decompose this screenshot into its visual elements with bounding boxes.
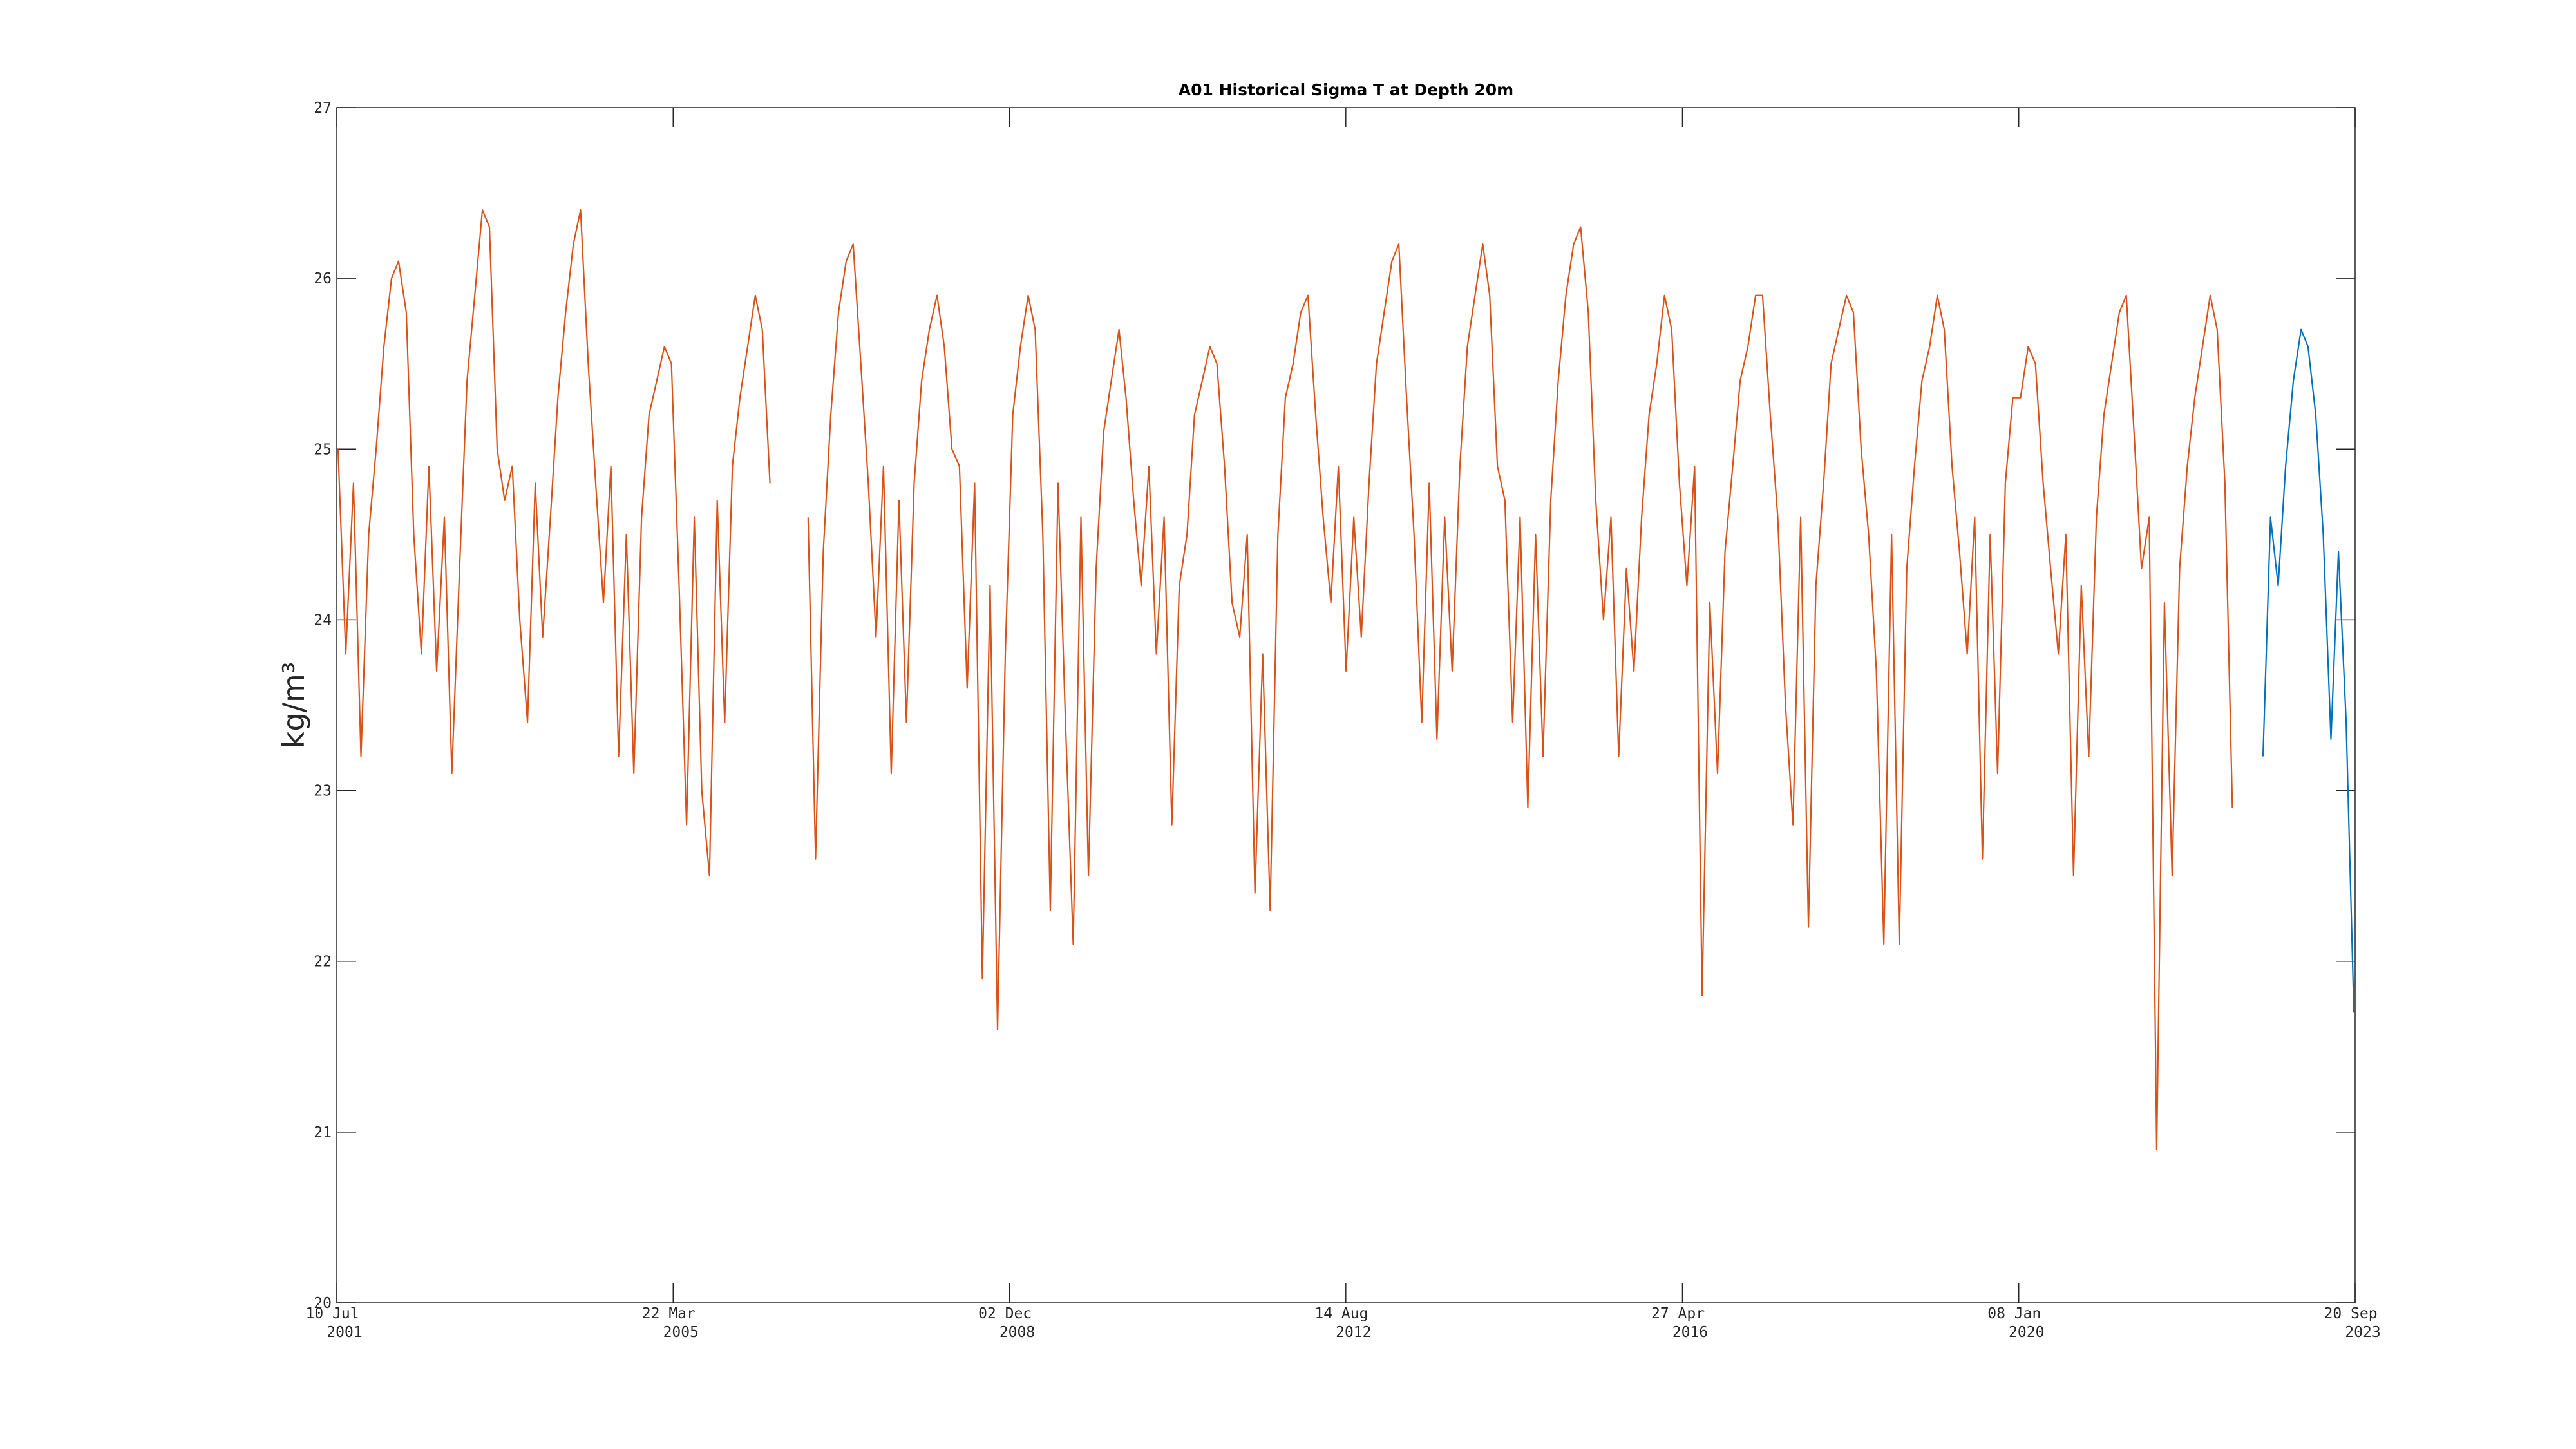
y-tick-label: 25 (314, 441, 332, 458)
y-tick-label: 23 (314, 783, 332, 800)
x-tick-label: 22 Mar 2005 (642, 1305, 705, 1341)
data-line (2262, 328, 2355, 1013)
y-tick-label: 20 (314, 1295, 332, 1312)
x-tick-label: 20 Sep 2023 (2324, 1305, 2387, 1341)
x-tick-label: 10 Jul 2001 (306, 1305, 368, 1341)
x-tick-label: 27 Apr 2016 (1651, 1305, 1714, 1341)
x-tick-label: 14 Aug 2012 (1314, 1305, 1377, 1341)
y-tick-label: 27 (314, 100, 332, 117)
y-tick-label: 24 (314, 612, 332, 629)
y-tick-label: 26 (314, 270, 332, 287)
y-tick-label: 22 (314, 954, 332, 971)
x-tick-label: 02 Dec 2008 (978, 1305, 1041, 1341)
y-tick-label: 21 (314, 1124, 332, 1141)
x-tick-label: 08 Jan 2020 (1987, 1305, 2050, 1341)
y-axis-label: kg/m³ (276, 662, 311, 749)
data-line (337, 209, 2233, 1150)
chart-title: A01 Historical Sigma T at Depth 20m (1179, 80, 1513, 99)
